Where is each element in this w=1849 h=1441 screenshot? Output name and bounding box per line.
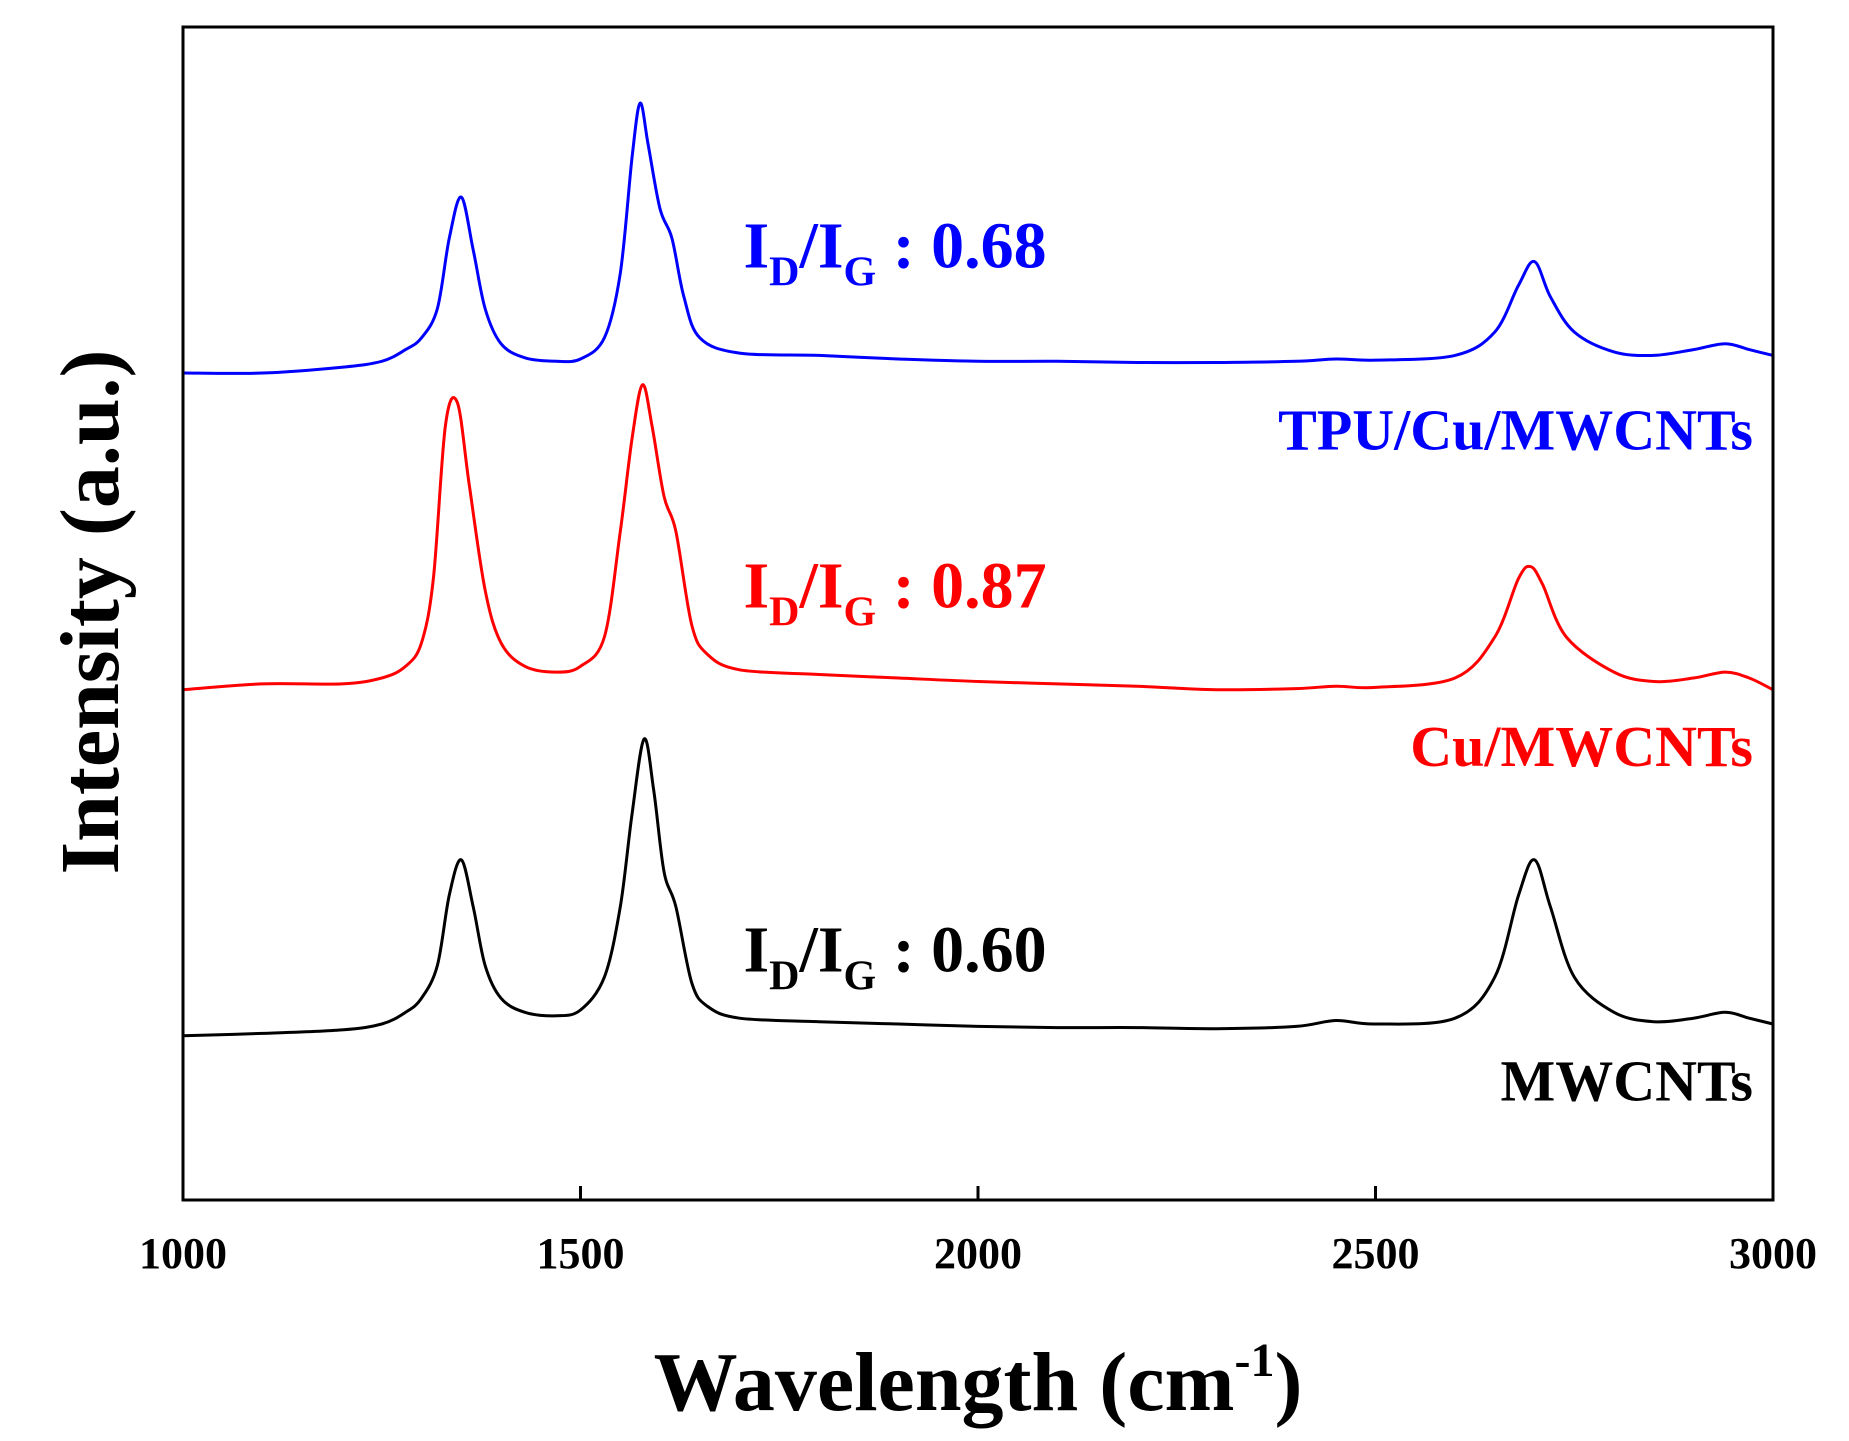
x-tick-label: 1500 xyxy=(537,1229,625,1278)
ratio-label-part: G xyxy=(844,590,877,636)
ratio-label-part: G xyxy=(844,953,877,999)
ratio-label-part: : 0.68 xyxy=(876,209,1046,282)
ratio-label-part: I xyxy=(743,550,769,623)
x-tick-label: 2000 xyxy=(934,1229,1022,1278)
ratio-label-part: G xyxy=(844,249,877,295)
y-axis-title: Intensity (a.u.) xyxy=(44,349,137,874)
series-line-tpu-cu-mwcnts xyxy=(182,101,1774,375)
ratio-label-part: /I xyxy=(799,550,844,623)
ratio-label-part: D xyxy=(769,953,799,999)
ratio-label-part: : 0.87 xyxy=(876,550,1046,623)
series-name-tpu-cu-mwcnts: TPU/Cu/MWCNTs xyxy=(1278,397,1753,462)
x-axis-title: Wavelength (cm-1) xyxy=(654,1334,1303,1429)
ratio-label-tpu-cu-mwcnts: ID/IG : 0.68 xyxy=(743,209,1046,295)
series-layer xyxy=(182,101,1774,1038)
series-name-cu-mwcnts: Cu/MWCNTs xyxy=(1410,714,1753,779)
x-axis-title-superscript: -1 xyxy=(1234,1334,1274,1387)
x-tick-label: 2500 xyxy=(1332,1229,1420,1278)
ratio-label-part: D xyxy=(769,249,799,295)
ratio-label-part: /I xyxy=(799,209,844,282)
x-tick-label: 3000 xyxy=(1729,1229,1817,1278)
ratio-label-part: D xyxy=(769,590,799,636)
ratio-label-part: /I xyxy=(799,913,844,986)
ratio-label-part: : 0.60 xyxy=(876,913,1046,986)
x-axis-title-tail: ) xyxy=(1274,1336,1302,1429)
ratio-label-part: I xyxy=(743,913,769,986)
ratio-label-cu-mwcnts: ID/IG : 0.87 xyxy=(743,550,1046,636)
series-line-cu-mwcnts xyxy=(182,383,1774,692)
ratio-label-mwcnts: ID/IG : 0.60 xyxy=(743,913,1046,999)
ratio-label-part: I xyxy=(743,209,769,282)
series-line-mwcnts xyxy=(182,737,1774,1038)
x-axis-ticks: 1000 1500 2000 2500 3000 xyxy=(139,1186,1817,1278)
series-name-mwcnts: MWCNTs xyxy=(1501,1048,1753,1113)
x-axis-title-main: Wavelength (cm xyxy=(654,1336,1235,1429)
x-tick-label: 1000 xyxy=(139,1229,227,1278)
